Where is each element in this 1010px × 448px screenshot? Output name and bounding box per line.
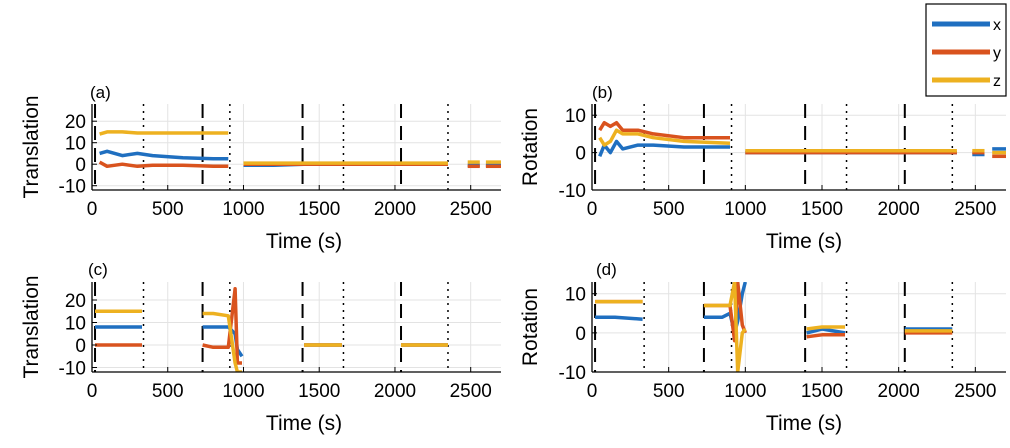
series-group [598, 120, 1006, 159]
x-axis-label: Time (s) [266, 230, 342, 253]
x-tick-label: 1500 [801, 381, 843, 402]
x-tick-label: 2500 [450, 381, 492, 402]
x-tick-label: 0 [587, 199, 598, 220]
y-axis-label: Translation [20, 95, 43, 198]
series-z-line [598, 128, 731, 147]
x-axis-label: Time (s) [766, 230, 842, 253]
legend-label-y: y [993, 45, 1001, 62]
y-tick-label: 10 [565, 285, 586, 306]
y-tick-label: 0 [575, 324, 586, 345]
y-tick-label: -10 [59, 177, 86, 198]
series-group [595, 282, 953, 372]
x-tick-label: 1000 [222, 199, 264, 220]
x-tick-label: 1500 [298, 199, 340, 220]
x-tick-label: 1000 [222, 381, 264, 402]
panel-label: (d) [596, 260, 617, 279]
plot-area [92, 104, 501, 190]
x-tick-label: 1500 [801, 199, 843, 220]
panel-label: (c) [88, 260, 108, 279]
x-tick-label: 2500 [954, 381, 996, 402]
y-tick-label: 0 [75, 155, 86, 176]
x-axis-label: Time (s) [766, 412, 842, 435]
y-tick-label: 10 [65, 134, 86, 155]
x-tick-label: 1000 [724, 199, 766, 220]
x-tick-label: 1000 [724, 381, 766, 402]
y-tick-label: 20 [65, 291, 86, 312]
series-group [95, 287, 448, 372]
series-x-line [806, 327, 846, 335]
y-tick-label: -10 [559, 363, 586, 384]
y-axis-label: Rotation [519, 108, 542, 186]
series-z-line [99, 130, 229, 136]
panel-label: (b) [592, 83, 613, 102]
series-x-line [99, 149, 229, 161]
series-y-line [202, 287, 242, 365]
series-z-line [202, 311, 242, 372]
y-axis-label: Rotation [519, 288, 542, 366]
plot-area [92, 282, 501, 372]
x-tick-label: 2000 [878, 199, 920, 220]
legend: x y z [925, 3, 1007, 97]
series-y-line [98, 160, 229, 169]
x-tick-label: 0 [87, 381, 98, 402]
x-tick-label: 500 [653, 381, 685, 402]
series-group [98, 130, 501, 169]
x-tick-label: 0 [587, 381, 598, 402]
series-x-line [595, 315, 643, 321]
plot-area [592, 104, 1006, 190]
x-tick-label: 2000 [878, 381, 920, 402]
x-tick-label: 500 [653, 199, 685, 220]
y-axis-label: Translation [20, 275, 43, 378]
series-z-line [806, 325, 845, 331]
x-tick-label: 1500 [298, 381, 340, 402]
y-tick-label: -10 [559, 181, 586, 202]
x-tick-label: 2500 [450, 199, 492, 220]
series-y-line [806, 333, 845, 339]
legend-label-x: x [993, 17, 1001, 34]
x-tick-label: 2000 [374, 381, 416, 402]
y-tick-label: 10 [565, 106, 586, 127]
x-tick-label: 500 [152, 199, 184, 220]
x-axis-label: Time (s) [266, 412, 342, 435]
y-tick-label: -10 [59, 359, 86, 380]
y-tick-label: 20 [65, 112, 86, 133]
panel-label: (a) [90, 83, 111, 102]
legend-label-z: z [993, 73, 1001, 90]
x-tick-label: 0 [87, 199, 98, 220]
series-y-line [598, 120, 730, 140]
x-tick-label: 2500 [954, 199, 996, 220]
plot-area [592, 282, 1006, 372]
series-z-line [703, 282, 747, 372]
y-tick-label: 0 [75, 336, 86, 357]
x-tick-label: 2000 [374, 199, 416, 220]
series-x-line [598, 139, 730, 157]
y-tick-label: 0 [575, 144, 586, 165]
x-tick-label: 500 [152, 381, 184, 402]
y-tick-label: 10 [65, 314, 86, 335]
